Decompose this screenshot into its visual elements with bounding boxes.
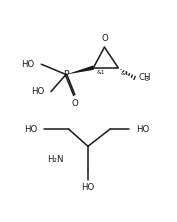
Text: &1: &1 xyxy=(121,71,130,76)
Text: O: O xyxy=(72,99,78,108)
Polygon shape xyxy=(66,65,94,75)
Text: HO: HO xyxy=(31,87,44,96)
Text: P: P xyxy=(63,70,69,79)
Text: HO: HO xyxy=(81,183,95,192)
Text: H₂N: H₂N xyxy=(47,155,63,165)
Text: O: O xyxy=(101,34,108,44)
Text: &1: &1 xyxy=(96,70,105,75)
Text: 3: 3 xyxy=(145,76,149,82)
Text: HO: HO xyxy=(21,60,35,69)
Text: HO: HO xyxy=(24,125,37,134)
Text: HO: HO xyxy=(136,125,149,134)
Text: CH: CH xyxy=(138,73,150,82)
